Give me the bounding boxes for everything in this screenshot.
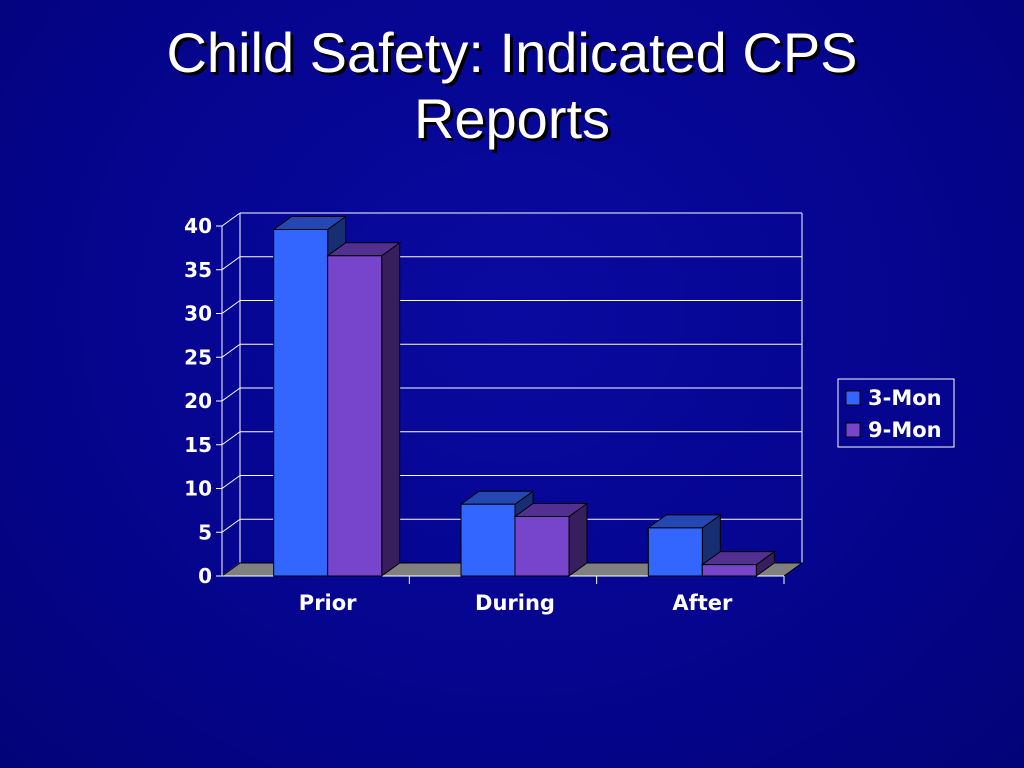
bar-side-9-Mon-Prior xyxy=(381,241,401,577)
legend-swatch xyxy=(845,422,861,438)
side-wall-gridline xyxy=(221,431,241,446)
legend-label: 9-Mon xyxy=(868,418,942,442)
x-category-label: After xyxy=(672,591,733,615)
side-wall-gridline xyxy=(221,475,241,489)
y-tick-label: 30 xyxy=(184,302,212,326)
legend-swatch xyxy=(845,390,861,406)
side-wall-gridline xyxy=(221,256,241,271)
y-tick-label: 20 xyxy=(184,389,212,413)
side-wall-gridline xyxy=(221,518,241,533)
title-line-1: Child Safety: Indicated CPS xyxy=(166,21,858,84)
bar-9-Mon-Prior xyxy=(327,255,383,577)
side-wall-gridline xyxy=(221,343,241,358)
title-line-2: Reports xyxy=(413,87,611,150)
bar-9-Mon-During xyxy=(514,516,570,577)
bar-3-Mon-Prior xyxy=(273,229,329,577)
side-wall-gridline xyxy=(221,300,241,314)
x-category-label: During xyxy=(475,591,555,615)
y-tick-label: 35 xyxy=(184,258,212,282)
y-tick-label: 15 xyxy=(184,433,212,457)
y-tick-label: 5 xyxy=(198,520,212,544)
slide-title: Child Safety: Indicated CPS Reports xyxy=(0,20,1024,152)
side-wall-gridline xyxy=(221,387,241,402)
bar-3-Mon-After xyxy=(647,527,703,577)
y-tick-label: 40 xyxy=(184,214,212,238)
y-tick-label: 25 xyxy=(184,345,212,369)
legend-label: 3-Mon xyxy=(868,386,942,410)
x-category-label: Prior xyxy=(299,591,357,615)
bar-3-Mon-During xyxy=(460,503,516,577)
y-tick-label: 0 xyxy=(198,564,212,588)
bar-9-Mon-After xyxy=(701,564,757,577)
y-tick-label: 10 xyxy=(184,477,212,501)
side-wall-gridline xyxy=(221,212,241,227)
